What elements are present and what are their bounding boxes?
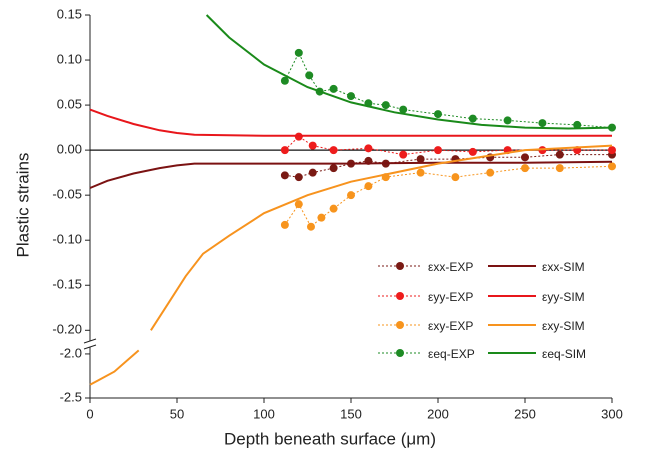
data-point (538, 119, 547, 128)
series-line (89, 108, 612, 137)
y-tick-label: -2.5 (60, 389, 82, 404)
data-point (451, 173, 460, 182)
x-tick-label: 300 (601, 406, 623, 421)
data-point (329, 84, 338, 93)
legend-label: εxy-EXP (428, 319, 473, 333)
y-tick-label: 0.15 (57, 6, 82, 21)
series-line (89, 144, 613, 386)
x-tick-label: 0 (86, 406, 93, 421)
x-tick-label: 150 (340, 406, 362, 421)
x-tick-label: 250 (514, 406, 536, 421)
data-point (329, 146, 338, 155)
data-point (329, 164, 338, 173)
data-point (280, 171, 289, 180)
data-point (555, 164, 564, 173)
data-point (364, 182, 373, 191)
y-tick-label: 0.05 (57, 97, 82, 112)
legend-label: εxx-EXP (428, 260, 473, 274)
data-point (280, 220, 289, 229)
x-tick-label: 50 (170, 406, 184, 421)
data-point (468, 147, 477, 156)
data-point (503, 116, 512, 125)
y-tick-label: 0.10 (57, 51, 82, 66)
series-line (89, 160, 613, 189)
data-point (608, 162, 616, 171)
data-point (308, 168, 317, 177)
y-tick-label: -0.05 (52, 187, 82, 202)
axis-break (83, 344, 97, 350)
data-point (434, 110, 442, 119)
legend-swatch (396, 262, 404, 270)
series-line (284, 165, 613, 228)
data-point (486, 168, 495, 177)
data-point (294, 200, 303, 209)
data-point (434, 146, 442, 155)
x-tick-label: 100 (253, 406, 275, 421)
data-point (364, 144, 373, 153)
data-point (416, 155, 425, 164)
data-point (294, 173, 303, 182)
legend-swatch (396, 349, 404, 357)
y-tick-label: -2.0 (60, 345, 82, 360)
data-point (416, 168, 425, 177)
x-axis-label: Depth beneath surface (μm) (224, 429, 436, 448)
data-point (347, 92, 355, 101)
data-point (280, 76, 289, 85)
legend-label: εxy-SIM (542, 319, 585, 333)
data-point (521, 153, 529, 162)
series-line (205, 14, 613, 130)
data-point (468, 114, 477, 123)
data-point (399, 105, 408, 114)
data-point (608, 146, 616, 155)
data-point (329, 204, 338, 213)
y-axis-label: Plastic strains (13, 153, 32, 258)
y-tick-label: -0.15 (52, 277, 82, 292)
y-tick-label: 0.00 (57, 142, 82, 157)
data-point (521, 164, 529, 173)
data-point (317, 213, 326, 222)
axis-break (83, 338, 97, 344)
legend-label: εyy-SIM (542, 290, 585, 304)
data-point (573, 120, 582, 129)
legend-label: εxx-SIM (542, 260, 585, 274)
data-point (399, 150, 408, 159)
legend-swatch (396, 292, 404, 300)
legend-swatch (396, 321, 404, 329)
data-point (347, 191, 355, 200)
data-point (308, 141, 317, 150)
y-tick-label: -0.10 (52, 232, 82, 247)
x-tick-label: 200 (427, 406, 449, 421)
data-point (305, 71, 314, 80)
y-tick-label: -0.20 (52, 322, 82, 337)
data-point (306, 222, 315, 231)
data-point (294, 48, 303, 57)
data-point (280, 146, 289, 155)
data-point (381, 101, 390, 110)
data-point (555, 150, 564, 159)
legend-label: εeq-EXP (428, 347, 475, 361)
legend-label: εeq-SIM (542, 347, 586, 361)
legend-label: εyy-EXP (428, 290, 473, 304)
